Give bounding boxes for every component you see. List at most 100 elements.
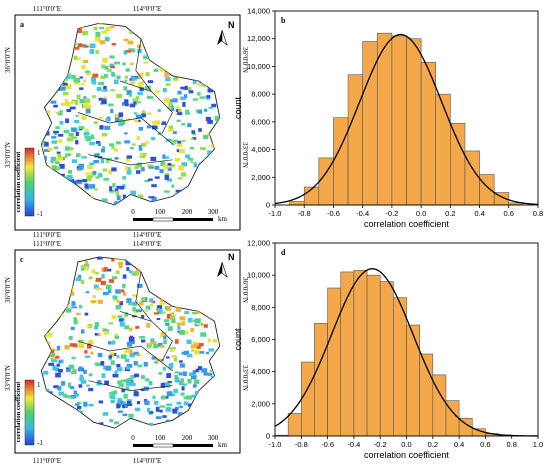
right-lat-label-2: 33°0'0"N (241, 365, 249, 391)
left-lat-label-1: 36°0'0"N (4, 47, 12, 73)
admin-boundary (88, 380, 173, 391)
legend-max-label: 1 (37, 381, 41, 389)
x-tick-label: 0.8 (533, 209, 543, 218)
histogram-bar (450, 122, 466, 206)
x-tick-label: 0.2 (445, 209, 455, 218)
x-tick-label: -0.6 (327, 209, 340, 218)
admin-boundary (77, 340, 173, 372)
legend-title: correlation coefficient (15, 381, 22, 443)
y-axis-label: count (233, 96, 243, 119)
map-panel-a: a 111°0'0"E 114°0'0"E 111°0'0"E 114°0'0"… (4, 5, 249, 239)
y-tick-label: 10,000 (247, 62, 270, 71)
admin-boundary (119, 80, 173, 134)
admin-boundary (135, 38, 152, 92)
histogram-bar (353, 270, 368, 437)
histogram-bar (300, 361, 315, 437)
histogram-bar (393, 297, 407, 437)
panel-label: a (20, 20, 24, 29)
north-label: N (228, 252, 235, 262)
bottom-lon-label-2: 114°0'0"E (133, 231, 161, 239)
y-tick-label: 12,000 (247, 34, 270, 43)
y-tick-label: 2,000 (251, 173, 270, 182)
legend-colorbar (24, 379, 35, 446)
admin-boundary (119, 311, 173, 362)
admin-boundary (88, 154, 173, 166)
histogram-bar (391, 35, 407, 206)
north-label: N (228, 20, 235, 30)
scale-tick-0: 0 (131, 208, 135, 216)
left-lat-label-2: 33°0'0"N (4, 365, 12, 391)
x-tick-label: 0.0 (401, 440, 411, 449)
legend-max-label: 1 (37, 149, 41, 157)
panel-label: d (281, 248, 286, 257)
map-panel-c: c 111°0'0"E 114°0'0"E 111°0'0"E 114°0'0"… (4, 240, 249, 465)
x-tick-label: 0.8 (506, 440, 516, 449)
right-lat-label-1: 36°0'0"N (241, 47, 249, 73)
x-tick-label: 1.0 (533, 440, 543, 449)
y-tick-label: 6,000 (251, 335, 270, 344)
x-axis-label: correlation coefficient (364, 219, 449, 229)
histogram-b: -1.0 -0.8 -0.6 -0.4 -0.2 0.0 0.2 0.4 0.6 0.8 0 2,00… (233, 7, 543, 230)
histogram-bar (420, 61, 437, 206)
y-tick-label: 0 (266, 432, 270, 441)
right-lat-label-2: 33°0'0"N (241, 142, 249, 168)
scale-unit: km (218, 441, 228, 449)
histogram-bar (376, 32, 393, 206)
bottom-lon-label-1: 111°0'0"E (33, 231, 61, 239)
scale-tick-300: 300 (208, 208, 219, 216)
scale-unit: km (218, 215, 228, 223)
x-tick-label: -0.4 (356, 209, 369, 218)
y-tick-label: 8,000 (251, 90, 270, 99)
histogram-bar (287, 413, 302, 437)
histogram-bar (333, 117, 349, 206)
top-lon-label-2: 114°0'0"E (133, 240, 161, 248)
scale-tick-200: 200 (182, 434, 193, 442)
legend-min-label: -1 (37, 210, 43, 218)
x-tick-label: -0.2 (374, 440, 387, 449)
left-lat-label-2: 33°0'0"N (4, 142, 12, 168)
right-lat-label-1: 36°0'0"N (241, 277, 249, 303)
y-tick-label: 4,000 (251, 145, 270, 154)
histogram-d: -1.0 -0.8 -0.6 -0.4 -0.2 0.0 0.2 0.4 0.6 0.8 1.0 0 2… (233, 239, 543, 461)
bottom-lon-label-1: 111°0'0"E (33, 457, 61, 465)
scale-tick-100: 100 (155, 434, 166, 442)
top-lon-label-1: 111°0'0"E (33, 5, 61, 13)
y-tick-label: 0 (266, 201, 270, 210)
legend-title: correlation coefficient (15, 151, 22, 213)
y-tick-label: 14,000 (247, 7, 270, 16)
study-region-map (40, 256, 221, 429)
y-tick-label: 4,000 (251, 367, 270, 376)
scale-bar (133, 217, 213, 222)
histogram-bar (327, 287, 342, 437)
x-tick-label: 0.2 (428, 440, 438, 449)
north-arrow-icon (217, 261, 228, 278)
top-lon-label-1: 111°0'0"E (33, 240, 61, 248)
x-tick-label: -0.6 (321, 440, 334, 449)
x-tick-label: -0.8 (295, 440, 308, 449)
x-tick-label: 0.4 (474, 209, 484, 218)
histogram-bar (366, 274, 381, 437)
scale-tick-0: 0 (131, 434, 135, 442)
admin-boundary (135, 271, 152, 322)
bottom-lon-label-2: 114°0'0"E (133, 457, 161, 465)
x-tick-label: -0.2 (385, 209, 398, 218)
scale-bar (133, 443, 213, 448)
histogram-bar (314, 323, 328, 437)
admin-boundary (77, 112, 173, 145)
histogram-bar (479, 174, 495, 206)
panel-label: b (281, 16, 286, 25)
legend-colorbar (24, 147, 35, 217)
scale-tick-200: 200 (182, 208, 193, 216)
x-tick-label: 0.4 (454, 440, 464, 449)
y-tick-label: 8,000 (251, 303, 270, 312)
x-tick-label: 0.0 (416, 209, 426, 218)
left-lat-label-1: 36°0'0"N (4, 277, 12, 303)
scale-tick-100: 100 (155, 208, 166, 216)
plot-frame (274, 10, 539, 206)
y-tick-label: 10,000 (247, 271, 270, 280)
y-tick-label: 2,000 (251, 399, 270, 408)
y-tick-label: 6,000 (251, 117, 270, 126)
normal-fit-curve (274, 33, 539, 206)
x-tick-label: -1.0 (269, 440, 282, 449)
